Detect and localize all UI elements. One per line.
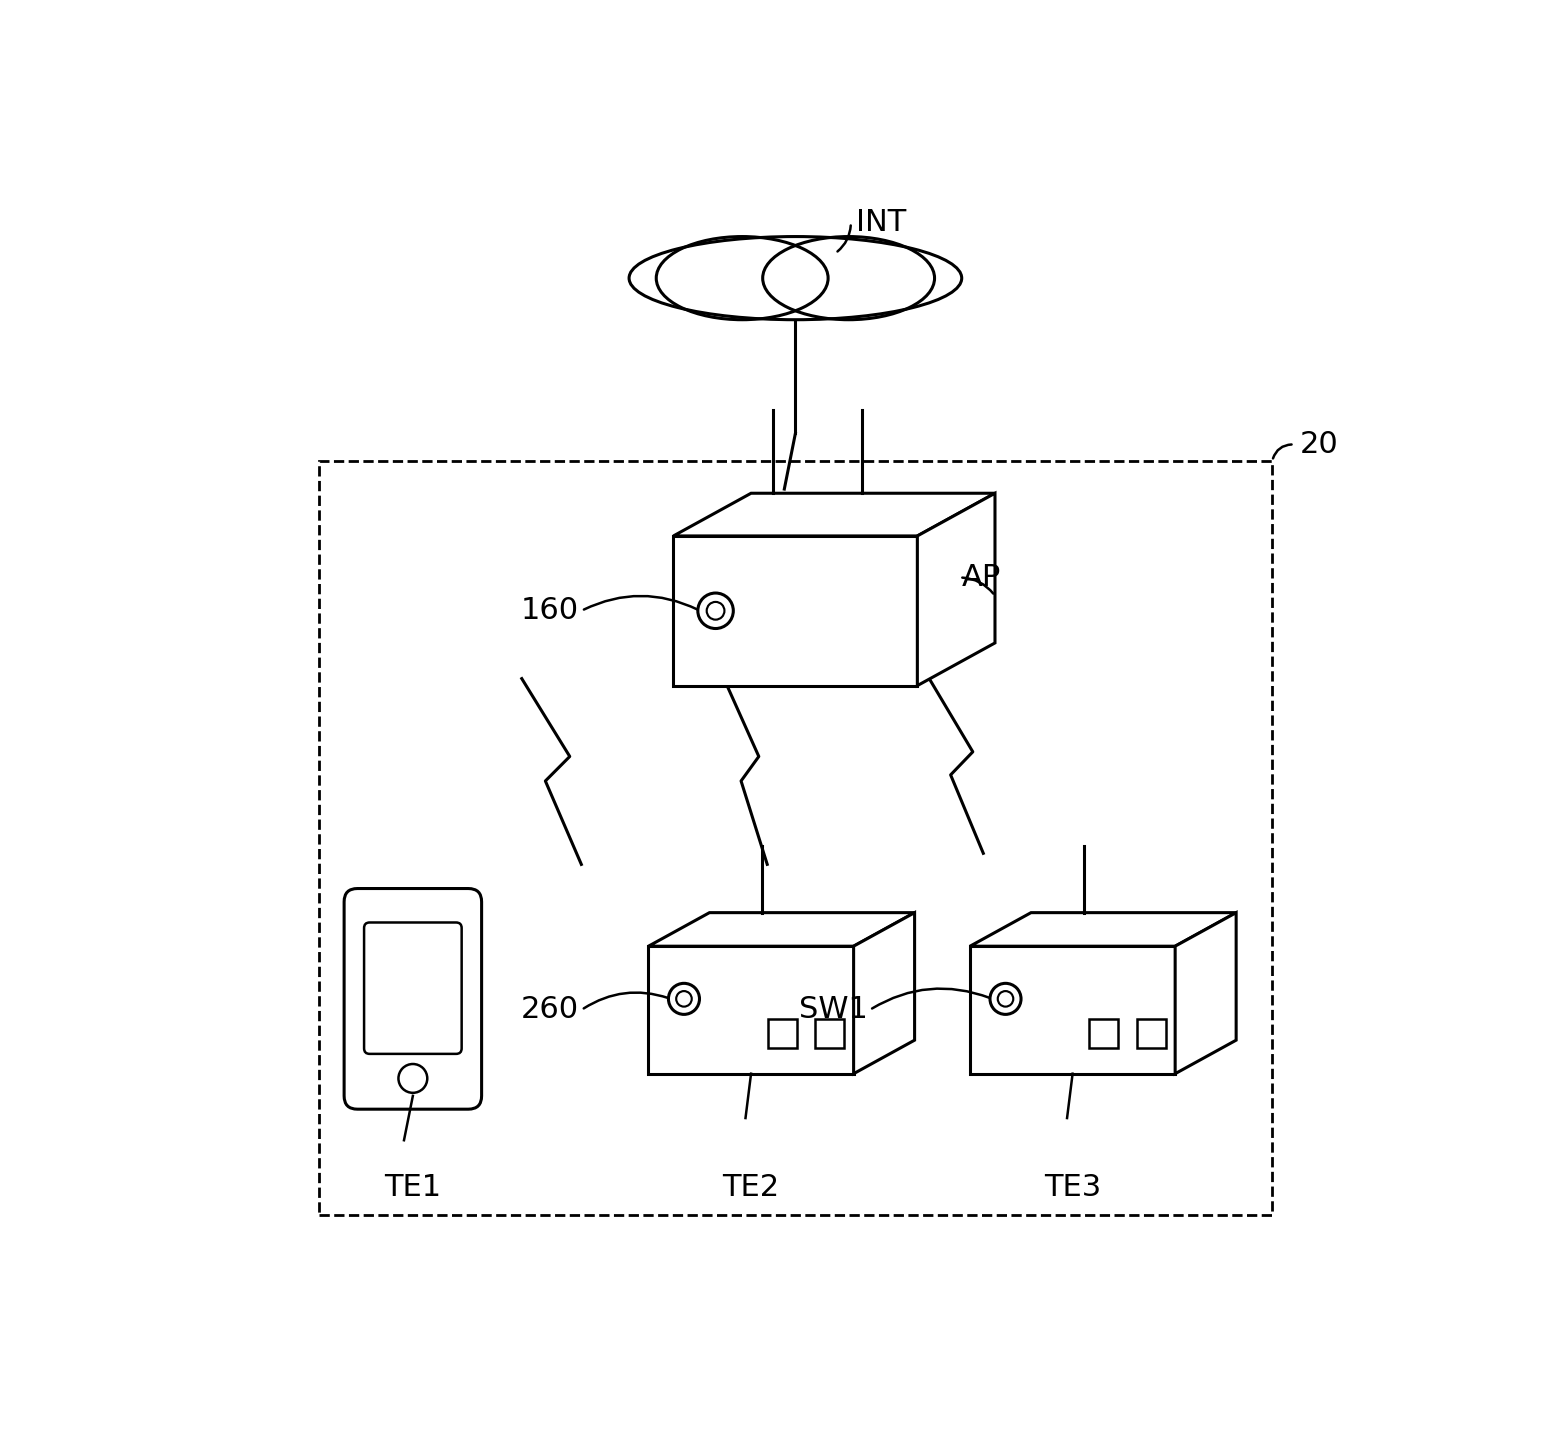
Polygon shape — [649, 913, 914, 946]
Polygon shape — [674, 536, 917, 685]
Text: TE3: TE3 — [1044, 1172, 1102, 1202]
Text: 260: 260 — [521, 995, 579, 1024]
Text: SW1: SW1 — [799, 995, 868, 1024]
Text: TE2: TE2 — [723, 1172, 779, 1202]
Bar — [815, 1020, 844, 1048]
Bar — [318, 461, 1273, 1215]
Polygon shape — [917, 494, 995, 685]
FancyBboxPatch shape — [345, 888, 481, 1109]
Text: TE1: TE1 — [385, 1172, 441, 1202]
Polygon shape — [674, 494, 995, 536]
Text: 160: 160 — [521, 596, 579, 625]
Polygon shape — [854, 913, 914, 1074]
Polygon shape — [970, 913, 1235, 946]
FancyBboxPatch shape — [365, 923, 461, 1054]
Polygon shape — [970, 946, 1175, 1074]
Text: AP: AP — [962, 563, 1001, 592]
Polygon shape — [1175, 913, 1235, 1074]
Text: 20: 20 — [1301, 431, 1339, 459]
Bar — [1090, 1020, 1117, 1048]
Bar — [1138, 1020, 1166, 1048]
Text: INT: INT — [857, 209, 906, 238]
Bar — [768, 1020, 796, 1048]
Polygon shape — [649, 946, 854, 1074]
